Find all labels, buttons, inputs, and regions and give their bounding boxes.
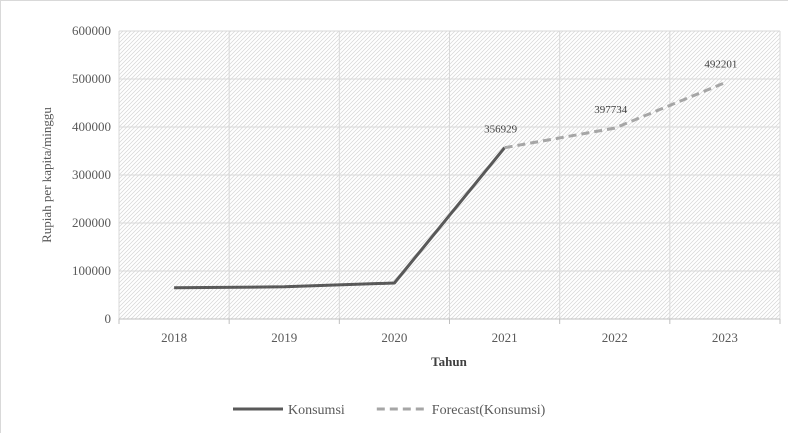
data-label: 397734: [594, 104, 628, 116]
x-tick-label: 2019: [271, 330, 297, 345]
x-tick-label: 2020: [381, 330, 407, 345]
y-tick-label: 100000: [72, 263, 111, 278]
x-axis-title: Tahun: [431, 354, 467, 369]
y-tick-label: 300000: [72, 167, 111, 182]
y-tick-label: 200000: [72, 215, 111, 230]
y-tick-label: 500000: [72, 71, 111, 86]
y-tick-label: 600000: [72, 23, 111, 38]
x-tick-label: 2023: [712, 330, 738, 345]
legend-label: Forecast(Konsumsi): [432, 403, 546, 418]
y-tick-label: 400000: [72, 119, 111, 134]
x-tick-label: 2022: [602, 330, 628, 345]
data-label: 356929: [484, 124, 518, 136]
legend-label: Konsumsi: [288, 403, 345, 418]
series-line-konsumsi: [174, 146, 506, 290]
y-axis-title: Rupiah per kapita/minggu: [39, 107, 54, 243]
x-tick-label: 2021: [492, 330, 518, 345]
data-labels: 356929 397734 492201: [484, 59, 737, 136]
axes: 0 100000 200000 300000 400000 500000 600000 201…: [72, 23, 781, 345]
x-tick-label: 2018: [161, 330, 187, 345]
series-layer: [174, 81, 726, 290]
legend: Konsumsi Forecast(Konsumsi): [233, 403, 546, 418]
y-tick-label: 0: [105, 311, 112, 326]
data-label: 492201: [704, 59, 737, 71]
series-line-forecast-konsumsi: [504, 81, 726, 150]
gridlines: [118, 30, 781, 320]
